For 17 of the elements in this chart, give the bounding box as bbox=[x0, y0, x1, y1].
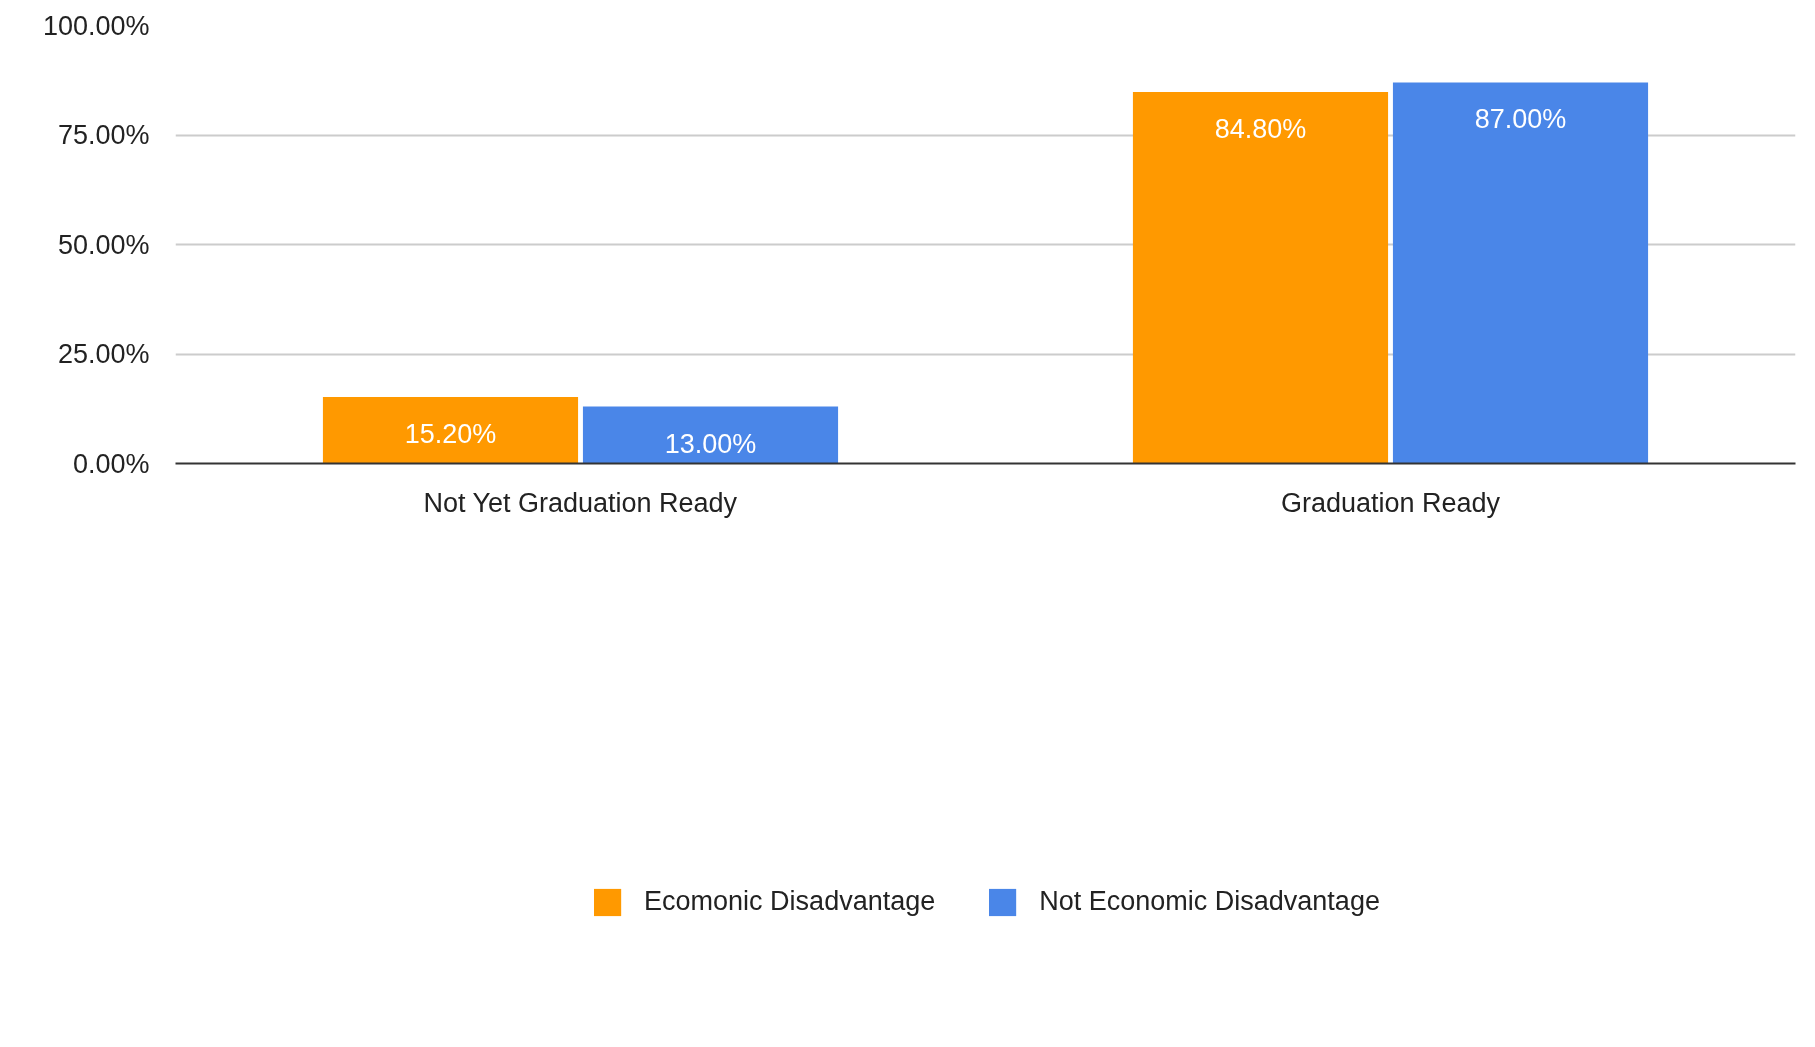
data-label: 13.00% bbox=[664, 428, 757, 459]
y-tick-label: 25.00% bbox=[57, 339, 150, 369]
legend-label: Ecomonic Disadvantage bbox=[644, 886, 936, 917]
y-tick-label: 50.00% bbox=[57, 229, 150, 260]
data-label: 15.20% bbox=[404, 418, 497, 449]
data-label: 87.00% bbox=[1474, 104, 1567, 135]
legend-label: Not Economic Disadvantage bbox=[1039, 886, 1380, 917]
bar bbox=[582, 406, 839, 464]
bar bbox=[322, 396, 579, 464]
data-label: 84.80% bbox=[1214, 114, 1307, 145]
bar bbox=[1132, 92, 1389, 464]
x-tick-label: Not Yet Graduation Ready bbox=[423, 487, 738, 518]
x-tick-label: Graduation Ready bbox=[1280, 487, 1501, 518]
y-tick-label: 0.00% bbox=[72, 448, 150, 479]
bar bbox=[1392, 82, 1649, 464]
y-tick-label: 100.00% bbox=[42, 10, 150, 41]
y-tick-label: 75.00% bbox=[57, 120, 150, 150]
